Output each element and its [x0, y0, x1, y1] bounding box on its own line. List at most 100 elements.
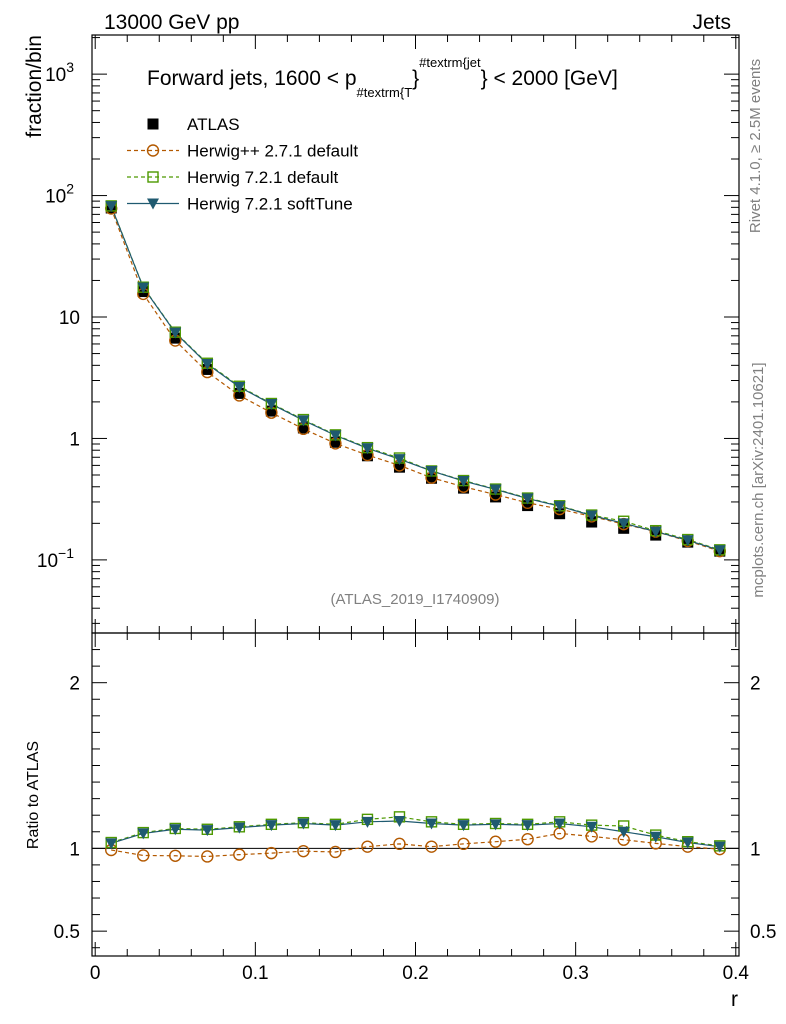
ratio-point-herwig-7-2-1-softtune [329, 820, 342, 832]
ratio-tick-label-right: 0.5 [750, 922, 776, 943]
ratio-point-herwig-2-7-1-default [361, 840, 374, 853]
legend-marker-herwig-2-7-1-default [146, 144, 160, 157]
header-energy-label: 13000 GeV pp [104, 11, 239, 34]
point-atlas [490, 491, 502, 503]
ratio-tick-label-left: 2 [69, 674, 80, 695]
ratio-tick-label-left: 1 [69, 839, 80, 860]
y-tick-label-exponent: 2 [66, 181, 74, 197]
ratio-point-herwig-7-2-1-softtune [585, 821, 598, 833]
y-tick-label-base: 10 [59, 308, 80, 329]
ratio-point-herwig-2-7-1-default [393, 837, 406, 851]
ratio-tick-label-right: 2 [750, 674, 761, 695]
point-herwig-7-2-1-softtune [201, 359, 214, 371]
ratio-series [105, 811, 726, 863]
x-tick-label: 0.2 [402, 963, 428, 984]
ratio-point-herwig-7-2-1-softtune [649, 831, 662, 843]
point-herwig-7-2-1-softtune [297, 415, 310, 427]
y-tick-label: 10 [59, 308, 80, 329]
ratio-point-herwig-7-2-1-softtune [713, 841, 726, 853]
ratio-point-herwig-2-7-1-default [169, 849, 182, 862]
legend: ATLAS Herwig++ 2.7.1 default Herwig 7.2.1 … [127, 115, 358, 214]
series-line-herwig-2-7-1-default [110, 208, 720, 552]
x-axis-label: r [731, 988, 738, 1011]
point-herwig-7-2-1-softtune [489, 484, 502, 496]
analysis-id-label: (ATLAS_2019_I1740909) [330, 591, 499, 608]
legend-marker-atlas [147, 118, 159, 130]
y-tick-label: 102 [45, 181, 74, 208]
point-herwig-7-2-1-softtune [169, 327, 182, 339]
y-tick-label-base: 10 [45, 65, 66, 86]
point-herwig-7-2-1-softtune [137, 282, 150, 294]
ratio-point-herwig-2-7-1-default [233, 848, 246, 861]
point-herwig-7-2-1-softtune [553, 501, 566, 513]
legend-label-herwig-7-2-1-default: Herwig 7.2.1 default [187, 168, 338, 187]
ratio-y-axis-label: Ratio to ATLAS [25, 741, 42, 849]
ratio-point-herwig-2-7-1-default [489, 835, 502, 848]
legend-marker-herwig-7-2-1-default [147, 171, 159, 183]
ratio-point-herwig-2-7-1-default [265, 846, 278, 860]
y-tick-label: 103 [45, 59, 74, 86]
main-y-axis-label: fraction/bin [23, 35, 46, 138]
point-herwig-7-2-1-softtune [105, 201, 118, 213]
point-herwig-7-2-1-softtune [425, 465, 438, 477]
point-herwig-7-2-1-softtune [265, 399, 278, 411]
ratio-point-herwig-7-2-1-softtune [233, 822, 246, 834]
chart-title-brace: } [412, 67, 419, 90]
point-atlas [522, 500, 534, 512]
y-tick-label-exponent: 3 [66, 59, 74, 75]
ratio-point-herwig-7-2-1-softtune [169, 824, 182, 836]
y-tick-label-base: 10 [37, 551, 58, 572]
header-category-label: Jets [692, 11, 731, 34]
chart-title-tail: } < 2000 [GeV] [481, 67, 618, 90]
point-atlas [265, 405, 277, 417]
point-atlas [361, 450, 373, 462]
point-herwig-7-2-1-softtune [585, 510, 598, 522]
legend-label-herwig-7-2-1-softtune: Herwig 7.2.1 softTune [187, 195, 353, 214]
rivet-version-label: Rivet 4.1.0, ≥ 2.5M events [747, 59, 764, 233]
chart-title: Forward jets, 1600 < p#textrm{T}#textrm{… [147, 55, 618, 100]
point-atlas [329, 436, 341, 448]
ratio-plot-frame [91, 632, 740, 957]
main-series [105, 200, 726, 558]
y-tick-label: 1 [69, 429, 80, 450]
point-atlas [554, 508, 566, 520]
point-atlas [393, 461, 405, 473]
ratio-point-herwig-7-2-1-softtune [457, 820, 470, 832]
ratio-point-herwig-7-2-1-softtune [393, 816, 406, 828]
ratio-tick-label-right: 1 [750, 839, 761, 860]
axis-ticks [92, 35, 739, 956]
series-line-herwig-7-2-1-softtune [110, 205, 720, 551]
ratio-point-herwig-7-2-1-softtune [553, 818, 566, 830]
point-herwig-7-2-1-softtune [457, 476, 470, 488]
y-tick-label: 10−1 [37, 545, 74, 572]
ratio-point-herwig-2-7-1-default [521, 833, 534, 846]
ratio-point-herwig-2-7-1-default [297, 844, 310, 858]
point-herwig-7-2-1-softtune [329, 430, 342, 442]
chart-title-main: Forward jets, 1600 < p [147, 67, 357, 90]
ratio-point-herwig-7-2-1-softtune [201, 825, 214, 837]
point-herwig-7-2-1-softtune [617, 518, 630, 530]
point-atlas [426, 472, 438, 484]
x-tick-label: 0.3 [562, 963, 588, 984]
ratio-point-herwig-7-2-1-softtune [489, 819, 502, 831]
x-tick-label: 0.1 [242, 963, 268, 984]
ratio-point-herwig-7-2-1-softtune [617, 826, 630, 838]
point-atlas [297, 422, 309, 434]
x-tick-label: 0 [90, 963, 101, 984]
ratio-point-herwig-2-7-1-default [329, 845, 342, 859]
legend-label-atlas: ATLAS [187, 115, 240, 134]
ratio-point-herwig-7-2-1-softtune [137, 828, 150, 840]
chart-title-subscript: #textrm{T [357, 85, 413, 100]
y-tick-label-exponent: −1 [58, 545, 74, 561]
x-tick-label: 0.4 [723, 963, 750, 984]
point-herwig-7-2-1-softtune [393, 454, 406, 466]
ratio-point-herwig-7-2-1-softtune [297, 818, 310, 830]
legend-marker-herwig-7-2-1-softtune [147, 198, 159, 210]
ratio-point-herwig-2-7-1-default [201, 850, 214, 863]
ratio-point-herwig-7-2-1-softtune [105, 838, 118, 850]
ratio-point-herwig-2-7-1-default [137, 849, 150, 862]
ratio-point-herwig-2-7-1-default [425, 840, 438, 853]
ratio-point-herwig-7-2-1-softtune [521, 820, 534, 832]
